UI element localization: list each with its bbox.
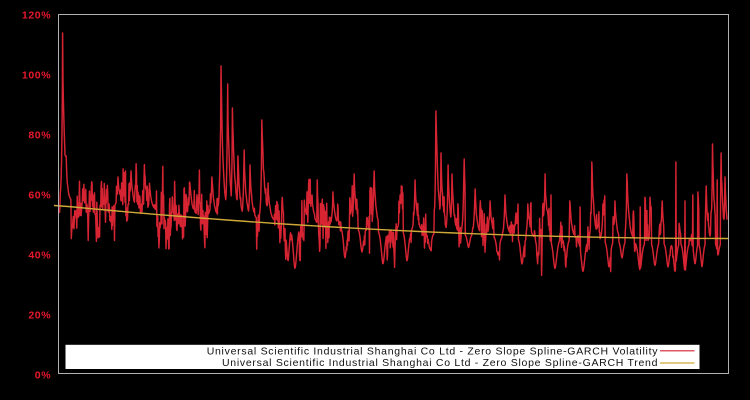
svg-text:80%: 80% — [28, 130, 51, 142]
svg-text:20%: 20% — [28, 310, 51, 322]
svg-text:40%: 40% — [28, 250, 51, 262]
svg-text:60%: 60% — [28, 190, 51, 202]
svg-text:Universal Scientific Industria: Universal Scientific Industrial Shanghai… — [222, 357, 658, 369]
svg-text:0%: 0% — [35, 370, 51, 382]
svg-text:Universal Scientific Industria: Universal Scientific Industrial Shanghai… — [207, 345, 659, 357]
svg-text:120%: 120% — [22, 10, 51, 22]
svg-text:100%: 100% — [22, 70, 51, 82]
